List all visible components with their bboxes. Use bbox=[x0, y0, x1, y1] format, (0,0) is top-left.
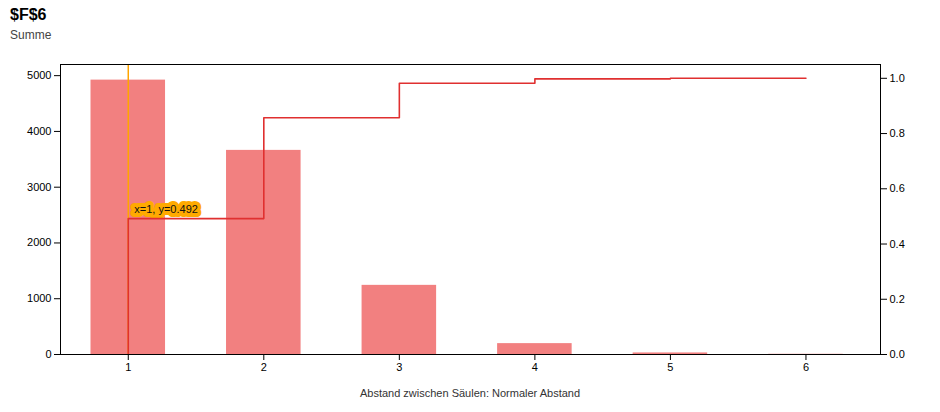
svg-text:0.8: 0.8 bbox=[890, 127, 905, 139]
svg-text:1.0: 1.0 bbox=[890, 72, 905, 84]
svg-text:5000: 5000 bbox=[27, 69, 51, 81]
svg-text:4: 4 bbox=[532, 361, 538, 373]
svg-text:x=1, y=0.492: x=1, y=0.492 bbox=[134, 203, 198, 215]
svg-text:2000: 2000 bbox=[27, 236, 51, 248]
svg-text:3000: 3000 bbox=[27, 181, 51, 193]
svg-text:1: 1 bbox=[125, 361, 131, 373]
svg-text:1000: 1000 bbox=[27, 292, 51, 304]
html-text:$F$6: $F$6 bbox=[10, 6, 47, 23]
svg-text:3: 3 bbox=[396, 361, 402, 373]
svg-text:4000: 4000 bbox=[27, 125, 51, 137]
svg-text:0.4: 0.4 bbox=[890, 238, 905, 250]
svg-text:6: 6 bbox=[803, 361, 809, 373]
svg-text:0: 0 bbox=[45, 348, 51, 360]
svg-text:0.0: 0.0 bbox=[890, 348, 905, 360]
svg-text:2: 2 bbox=[261, 361, 267, 373]
svg-text:5: 5 bbox=[667, 361, 673, 373]
html-text:Summe: Summe bbox=[10, 28, 52, 42]
svg-text:0.6: 0.6 bbox=[890, 182, 905, 194]
svg-text:0.2: 0.2 bbox=[890, 293, 905, 305]
html-text:Abstand zwischen Säulen: Norma: Abstand zwischen Säulen: Normaler Abstan… bbox=[359, 387, 581, 399]
